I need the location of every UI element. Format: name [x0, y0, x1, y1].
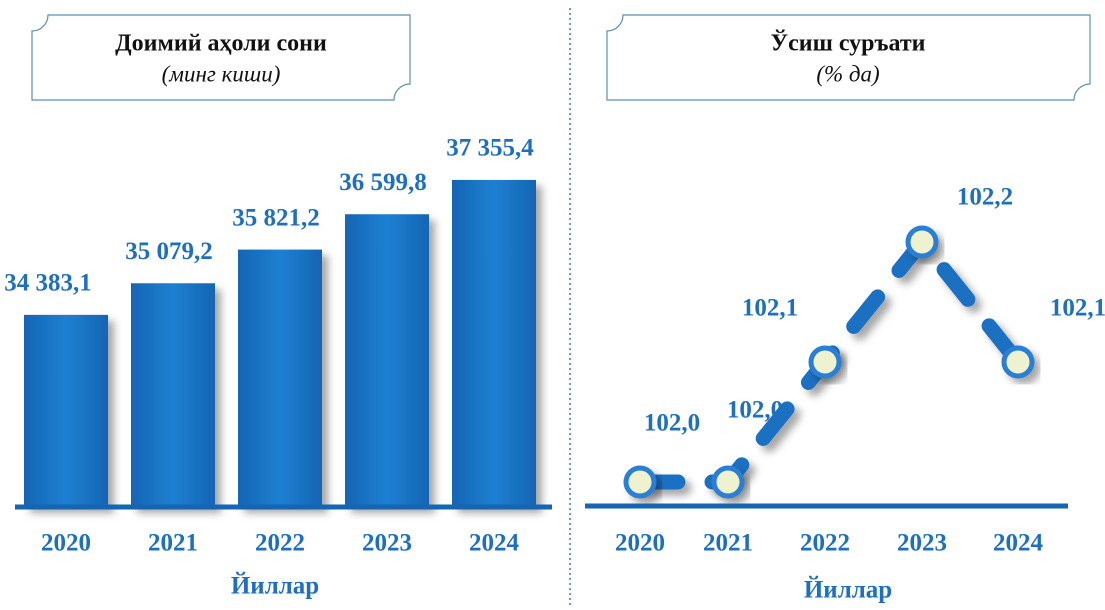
chart-subtitle: (минг киши) — [162, 61, 281, 86]
x-tick-label: 2023 — [362, 530, 412, 557]
bar — [452, 179, 536, 507]
title-box — [606, 14, 1091, 101]
x-axis-title: Йиллар — [804, 576, 892, 604]
bar — [345, 214, 429, 507]
marker — [808, 345, 842, 379]
value-label: 102,1 — [1050, 295, 1105, 322]
value-label: 102,2 — [957, 184, 1013, 211]
x-tick-label: 2024 — [993, 530, 1044, 557]
bar — [24, 314, 108, 507]
chart-subtitle: (% да) — [816, 61, 879, 86]
title-box — [31, 14, 411, 101]
value-label: 35 821,2 — [232, 204, 320, 231]
chart-title: Доимий аҳоли сони — [115, 31, 327, 57]
x-axis-title: Йиллар — [231, 572, 319, 600]
marker — [623, 465, 657, 499]
x-tick-label: 2020 — [615, 530, 665, 557]
x-tick-label: 2022 — [255, 530, 305, 557]
value-label: 102,1 — [742, 295, 798, 322]
marker — [905, 225, 939, 259]
value-label: 102,0 — [644, 410, 700, 437]
x-tick-label: 2022 — [800, 530, 850, 557]
value-label: 36 599,8 — [339, 169, 427, 196]
bar — [131, 283, 215, 507]
marker — [1001, 345, 1035, 379]
marker — [711, 465, 745, 499]
x-tick-label: 2020 — [41, 530, 91, 557]
value-label: 37 355,4 — [446, 135, 534, 162]
value-label: 102,0 — [727, 397, 783, 424]
x-tick-label: 2021 — [148, 530, 198, 557]
x-tick-label: 2021 — [703, 530, 753, 557]
value-label: 35 079,2 — [125, 238, 213, 265]
value-label: 34 383,1 — [4, 270, 92, 297]
chart-title: Ўсиш суръати — [770, 31, 925, 57]
bar — [238, 249, 322, 507]
x-tick-label: 2024 — [469, 530, 520, 557]
x-tick-label: 2023 — [897, 530, 947, 557]
